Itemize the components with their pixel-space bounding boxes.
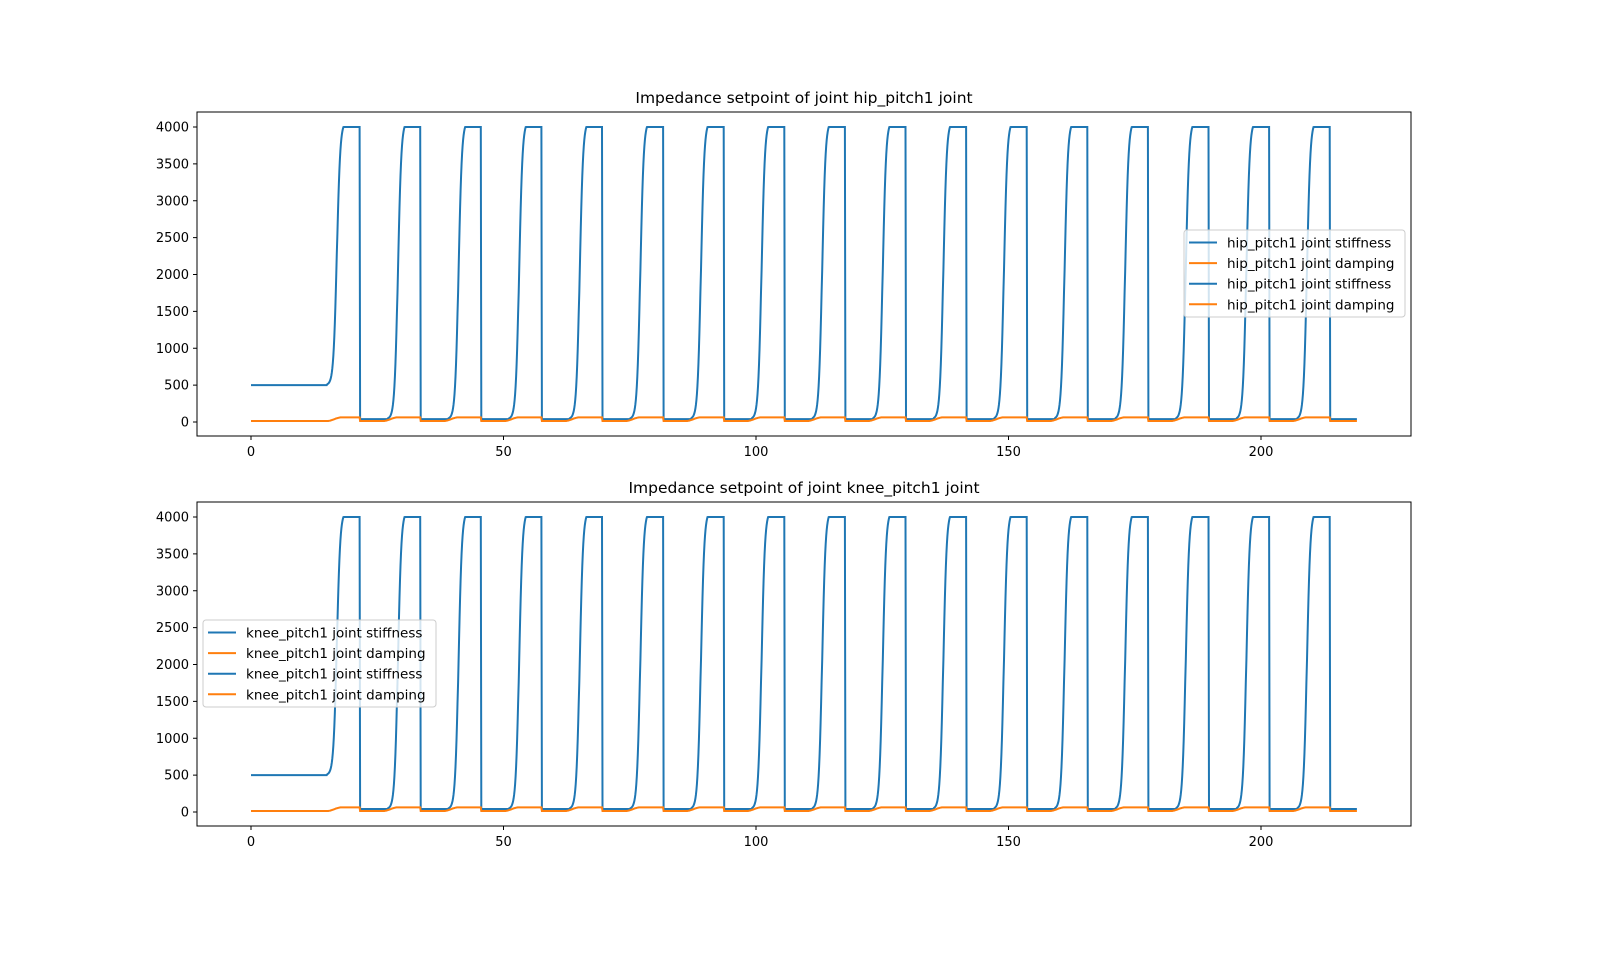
- x-tick-label: 50: [495, 835, 512, 850]
- x-tick-label: 200: [1249, 835, 1274, 850]
- stiffness-line: [251, 516, 1357, 810]
- damping-line: [251, 806, 1357, 812]
- y-tick-label: 2500: [156, 621, 189, 636]
- y-tick-label: 1000: [156, 342, 189, 357]
- legend: knee_pitch1 joint stiffness knee_pitch1 j…: [202, 619, 437, 708]
- legend-label: knee_pitch1 joint stiffness: [246, 667, 422, 683]
- y-tick-label: 4000: [156, 121, 189, 136]
- legend-label: hip_pitch1 joint damping: [1227, 297, 1394, 313]
- y-tick-label: 0: [181, 806, 189, 821]
- y-tick-label: 2000: [156, 268, 189, 283]
- y-tick-label: 3500: [156, 547, 189, 562]
- y-tick-label: 2000: [156, 658, 189, 673]
- legend-label: hip_pitch1 joint damping: [1227, 256, 1394, 272]
- x-tick-label: 0: [247, 835, 255, 850]
- x-tick-label: 150: [996, 835, 1021, 850]
- y-tick-label: 0: [181, 416, 189, 431]
- legend-label: hip_pitch1 joint stiffness: [1227, 277, 1391, 293]
- y-tick-label: 500: [164, 379, 189, 394]
- y-tick-label: 4000: [156, 511, 189, 526]
- x-tick-label: 100: [744, 445, 769, 460]
- subplot-knee-pitch1: Impedance setpoint of joint knee_pitch1 …: [156, 479, 1412, 850]
- legend-label: knee_pitch1 joint damping: [246, 646, 426, 662]
- stiffness-line: [251, 126, 1357, 421]
- y-tick-label: 3000: [156, 194, 189, 209]
- y-tick-label: 2500: [156, 231, 189, 246]
- legend-label: hip_pitch1 joint stiffness: [1227, 236, 1391, 252]
- plot-lines: [251, 516, 1357, 812]
- subplot-hip-pitch1: Impedance setpoint of joint hip_pitch1 j…: [156, 89, 1412, 460]
- y-tick-label: 1000: [156, 732, 189, 747]
- x-tick-label: 50: [495, 445, 512, 460]
- plot-lines: [251, 126, 1357, 422]
- chart-title: Impedance setpoint of joint hip_pitch1 j…: [635, 89, 972, 108]
- y-tick-label: 500: [164, 769, 189, 784]
- x-tick-label: 100: [744, 835, 769, 850]
- x-tick-label: 200: [1249, 445, 1274, 460]
- chart-title: Impedance setpoint of joint knee_pitch1 …: [628, 479, 979, 498]
- x-tick-label: 0: [247, 445, 255, 460]
- y-tick-label: 3500: [156, 157, 189, 172]
- damping-line: [251, 416, 1357, 422]
- legend-label: knee_pitch1 joint stiffness: [246, 626, 422, 642]
- y-tick-label: 1500: [156, 305, 189, 320]
- legend: hip_pitch1 joint stiffness hip_pitch1 joi…: [1183, 229, 1406, 318]
- y-tick-label: 1500: [156, 695, 189, 710]
- x-tick-label: 150: [996, 445, 1021, 460]
- y-tick-label: 3000: [156, 584, 189, 599]
- legend-label: knee_pitch1 joint damping: [246, 687, 426, 703]
